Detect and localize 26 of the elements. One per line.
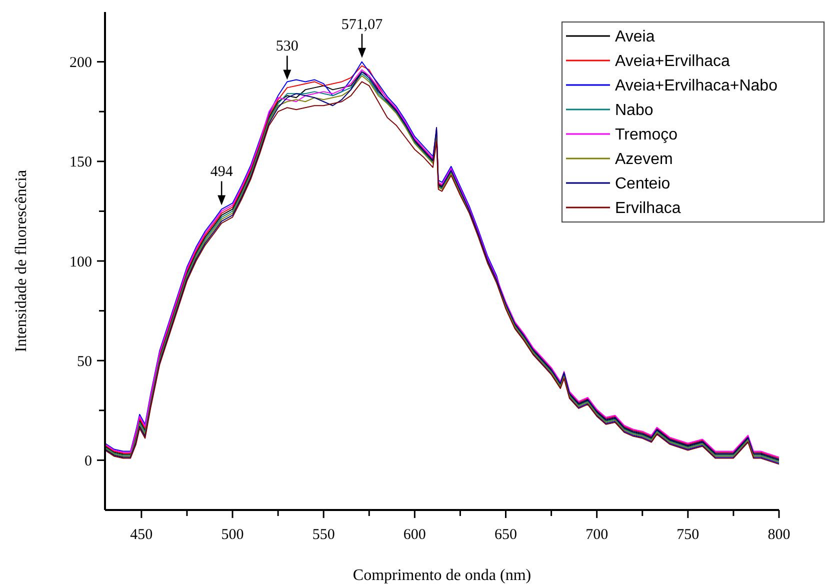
- legend-label: Aveia: [615, 28, 655, 46]
- annotation: 494: [210, 164, 234, 180]
- legend-label: Centeio: [615, 176, 670, 193]
- x-tick-label: 550: [312, 527, 335, 543]
- y-tick-label: 200: [70, 55, 92, 72]
- y-tick-label: 0: [84, 453, 92, 470]
- annotation: 530: [276, 38, 298, 55]
- y-tick-label: 150: [70, 154, 92, 171]
- legend-label: Aveia+Ervilhaca+Nabo: [615, 78, 778, 95]
- x-tick-label: 450: [130, 527, 153, 543]
- legend-label: Ervilhaca: [615, 200, 681, 218]
- legend-label: Tremoço: [615, 126, 678, 144]
- y-tick-label: 100: [70, 254, 92, 270]
- x-tick-label: 700: [586, 527, 608, 543]
- x-tick-label: 800: [768, 527, 790, 543]
- annotation: 571,07: [341, 16, 384, 33]
- legend-label: Aveia+Ervilhaca: [615, 53, 730, 70]
- y-axis-title: Intensidade de fluorescência: [13, 170, 30, 352]
- y-tick-label: 50: [77, 354, 92, 370]
- legend-label: Nabo: [615, 102, 654, 120]
- legend-label: Azevem: [615, 151, 673, 168]
- x-tick-label: 500: [221, 527, 244, 543]
- x-tick-label: 750: [676, 527, 700, 543]
- x-tick-label: 600: [403, 527, 426, 543]
- x-axis-title: Comprimento de onda (nm): [352, 567, 532, 584]
- x-tick-label: 650: [494, 527, 518, 543]
